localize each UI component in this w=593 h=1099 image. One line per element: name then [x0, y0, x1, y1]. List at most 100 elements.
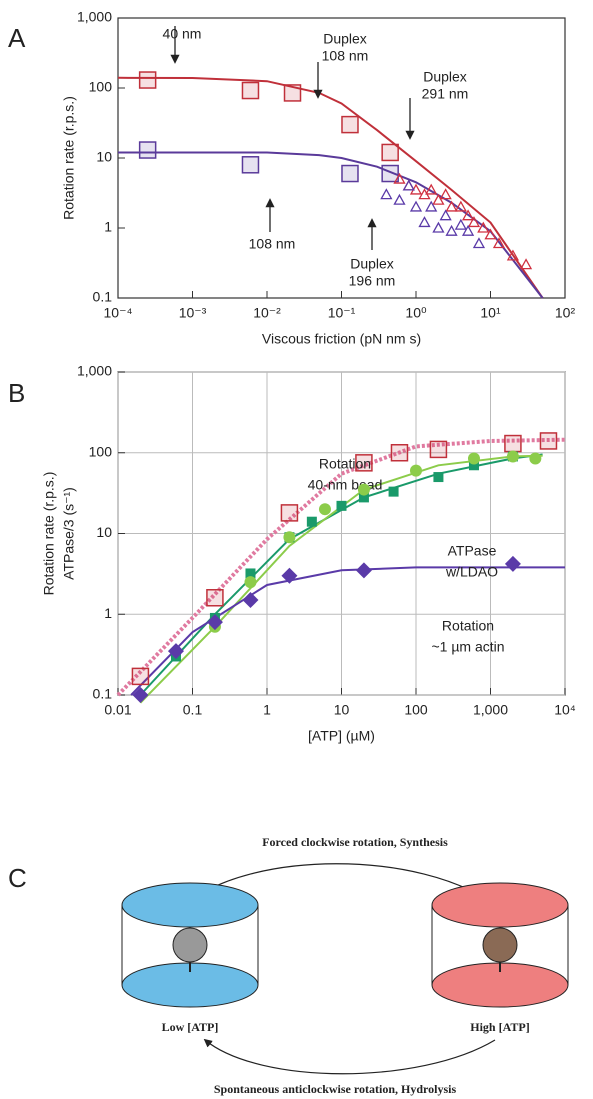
point [355, 562, 372, 579]
point [539, 432, 558, 450]
point [432, 221, 445, 233]
arrow-label: Spontaneous anticlockwise rotation, Hydr… [214, 1082, 457, 1096]
point [283, 531, 296, 544]
point [454, 218, 467, 230]
point [418, 216, 431, 228]
chart: 0.01 0.1 1 10 100 1,000 10⁴0.11101001,000[ATP]… [41, 363, 576, 744]
point [506, 450, 519, 463]
series-label: Rotation [442, 618, 494, 634]
x-axis-label: [ATP] (µM) [308, 728, 375, 744]
y-tick-label: 1,000 [77, 363, 112, 379]
point [244, 576, 257, 589]
point [402, 179, 415, 191]
point [477, 221, 490, 233]
annotation: Duplex [423, 69, 467, 85]
point [445, 200, 458, 212]
x-tick-label: 10⁻² [253, 305, 281, 321]
point [390, 444, 409, 462]
panel-label: A [8, 23, 26, 53]
point [445, 224, 458, 236]
point [468, 460, 479, 471]
point [206, 614, 223, 631]
point [492, 237, 506, 249]
point [425, 183, 438, 195]
point [454, 200, 467, 212]
point [439, 188, 452, 200]
point [439, 209, 452, 221]
point [306, 516, 317, 527]
point [206, 589, 224, 607]
annotation: 108 nm [322, 48, 369, 64]
point [138, 71, 157, 89]
point [393, 172, 406, 184]
point [425, 200, 438, 212]
y-axis-label: Rotation rate (r.p.s.) [61, 96, 77, 220]
point [402, 179, 415, 191]
y-tick-label: 0.1 [93, 289, 113, 305]
x-axis-label: Viscous friction (pN nm s) [262, 331, 421, 347]
point [336, 500, 347, 511]
x-tick-label: 10⁻³ [179, 305, 207, 321]
diagram: C Forced clockwise rotation, Synthesis L… [8, 835, 569, 1096]
point [358, 492, 369, 503]
series-label: w/LDAO [445, 564, 498, 580]
point [432, 193, 445, 205]
annotation: 40 nm [163, 26, 202, 42]
annotation: 108 nm [249, 236, 296, 252]
chart: 10⁻⁴ 10⁻³ 10⁻² 10⁻¹ 10⁰ 10¹ 10² 0.1 1 10 100 1,000 V… [61, 9, 576, 347]
point [283, 84, 302, 102]
state-label: High [ATP] [470, 1020, 529, 1034]
point [410, 464, 422, 477]
x-tick-label: 10⁰ [405, 305, 427, 321]
point [355, 454, 373, 472]
point [381, 164, 399, 183]
fit-line [130, 566, 565, 696]
point [388, 486, 399, 497]
point [472, 237, 486, 249]
x-tick-label: 10² [555, 305, 576, 321]
point [280, 504, 299, 522]
point [433, 472, 444, 483]
point [132, 687, 149, 703]
cylinder [431, 882, 569, 1008]
x-tick-label: 10⁻⁴ [104, 305, 133, 321]
x-tick-label: 100 [404, 702, 428, 718]
cylinder [121, 882, 259, 1008]
point [461, 224, 475, 236]
annotation: Duplex [350, 256, 394, 272]
point [241, 156, 260, 174]
point [357, 483, 370, 496]
y-tick-label: 10 [96, 524, 112, 540]
point [504, 555, 521, 572]
series-label: 40-nm bead [308, 477, 383, 493]
point [461, 209, 475, 221]
arrow-label: Forced clockwise rotation, Synthesis [262, 835, 448, 849]
point [506, 249, 520, 261]
y-tick-label: 0.1 [93, 686, 113, 702]
panel-label: C [8, 863, 27, 893]
arrow [203, 1038, 496, 1075]
x-tick-label: 0.1 [183, 702, 203, 718]
point [429, 440, 448, 459]
x-tick-label: 1 [263, 702, 271, 718]
y-tick-label: 100 [89, 443, 113, 459]
y-tick-label: 1 [104, 605, 112, 621]
x-tick-label: 10 [334, 702, 350, 718]
point [380, 188, 393, 200]
y-tick-label: 100 [89, 79, 113, 95]
point [393, 193, 406, 205]
point [409, 200, 423, 212]
fit-line [116, 437, 566, 697]
x-tick-label: 10⁻¹ [328, 305, 356, 321]
point [242, 592, 259, 609]
point [281, 567, 298, 584]
y-tick-label: 10 [96, 149, 112, 165]
x-tick-label: 0.01 [104, 702, 131, 718]
point [504, 434, 522, 453]
series-label: Rotation [319, 456, 371, 472]
point [241, 81, 260, 100]
point [138, 141, 157, 159]
point [245, 568, 256, 579]
y-axis-label: Rotation rate (r.p.s.) [41, 472, 57, 596]
